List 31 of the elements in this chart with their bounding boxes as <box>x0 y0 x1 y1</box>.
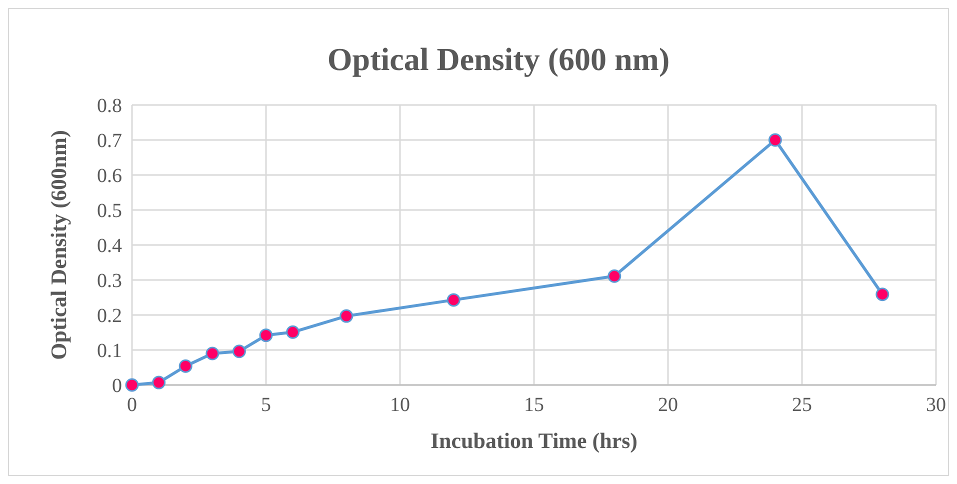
point <box>152 376 166 390</box>
point <box>125 378 139 392</box>
y-tick-label: 0.4 <box>97 235 122 257</box>
y-tick-label: 0.5 <box>97 200 122 222</box>
point <box>608 269 622 283</box>
point <box>178 359 192 373</box>
y-tick-label: 0.8 <box>97 95 122 117</box>
x-tick-label: 0 <box>127 394 137 416</box>
y-tick-label: 0.7 <box>97 130 122 152</box>
point <box>446 293 460 307</box>
y-tick-label: 0.6 <box>97 165 122 187</box>
point <box>206 346 220 360</box>
y-axis-title: Optical Density (600nm) <box>46 130 71 360</box>
x-tick-label: 10 <box>390 394 410 416</box>
x-tick-label: 20 <box>658 394 678 416</box>
point <box>340 309 354 323</box>
point <box>232 344 246 358</box>
chart-title: Optical Density (600 nm) <box>327 41 670 77</box>
x-tick-label: 25 <box>792 394 812 416</box>
x-axis-title: Incubation Time (hrs) <box>430 428 638 453</box>
point <box>286 325 300 339</box>
y-tick-label: 0 <box>112 375 122 397</box>
point <box>876 288 890 302</box>
y-tick-label: 0.3 <box>97 270 122 292</box>
y-tick-label: 0.1 <box>97 340 122 362</box>
x-tick-label: 15 <box>524 394 544 416</box>
y-tick-label: 0.2 <box>97 305 122 327</box>
point <box>259 328 273 342</box>
x-tick-label: 5 <box>261 394 271 416</box>
point <box>768 133 782 147</box>
x-tick-label: 30 <box>926 394 946 416</box>
